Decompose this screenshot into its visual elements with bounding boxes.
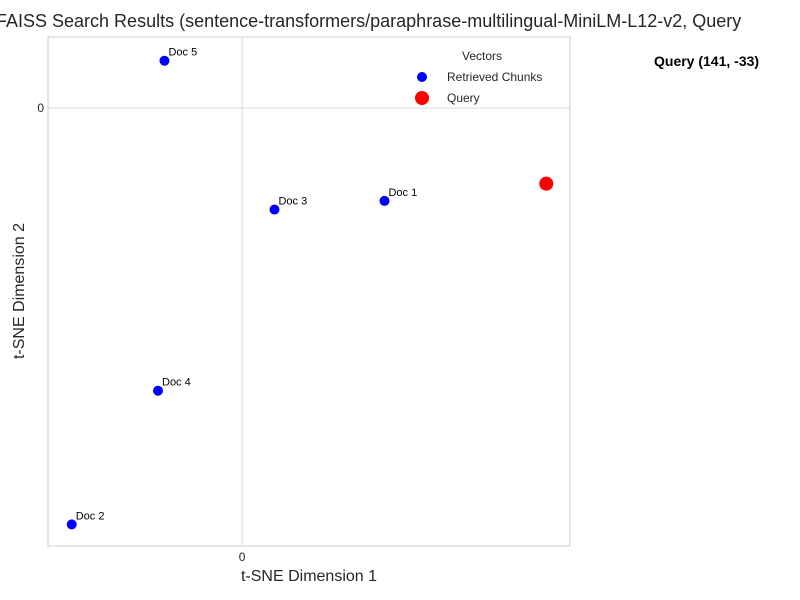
retrieved-chunk-point xyxy=(153,385,164,396)
x-tick-label: 0 xyxy=(239,550,246,564)
legend-label: Query xyxy=(447,91,480,105)
retrieved-chunk-point xyxy=(269,204,280,215)
y-tick-label: 0 xyxy=(37,101,44,115)
data-points: Doc 5 Doc 3 Doc 1 Doc 4 Doc 2 xyxy=(66,47,554,530)
point-label: Doc 5 xyxy=(168,47,197,59)
legend-title: Vectors xyxy=(462,49,502,63)
point-label: Doc 4 xyxy=(162,377,191,389)
retrieved-chunk-point xyxy=(159,55,170,66)
legend-marker xyxy=(417,72,427,82)
retrieved-chunk-point xyxy=(66,519,77,530)
point-label: Doc 2 xyxy=(76,510,105,522)
chart-title: FAISS Search Results (sentence-transform… xyxy=(0,11,742,31)
legend-marker xyxy=(415,91,429,105)
retrieved-chunk-point xyxy=(379,195,390,206)
tick-labels: 00 xyxy=(37,101,245,564)
x-axis-label: t-SNE Dimension 1 xyxy=(240,568,378,585)
legend-label: Retrieved Chunks xyxy=(447,70,542,84)
plot-area xyxy=(47,36,571,547)
grid-lines xyxy=(48,37,570,546)
y-axis-label: t-SNE Dimension 2 xyxy=(11,222,28,360)
point-label: Doc 3 xyxy=(278,196,307,208)
point-label: Doc 1 xyxy=(388,187,417,199)
legend: Vectors Retrieved Chunks Query xyxy=(415,49,542,105)
query-annotation: Query (141, -33) xyxy=(654,53,760,69)
query-point xyxy=(539,176,554,191)
